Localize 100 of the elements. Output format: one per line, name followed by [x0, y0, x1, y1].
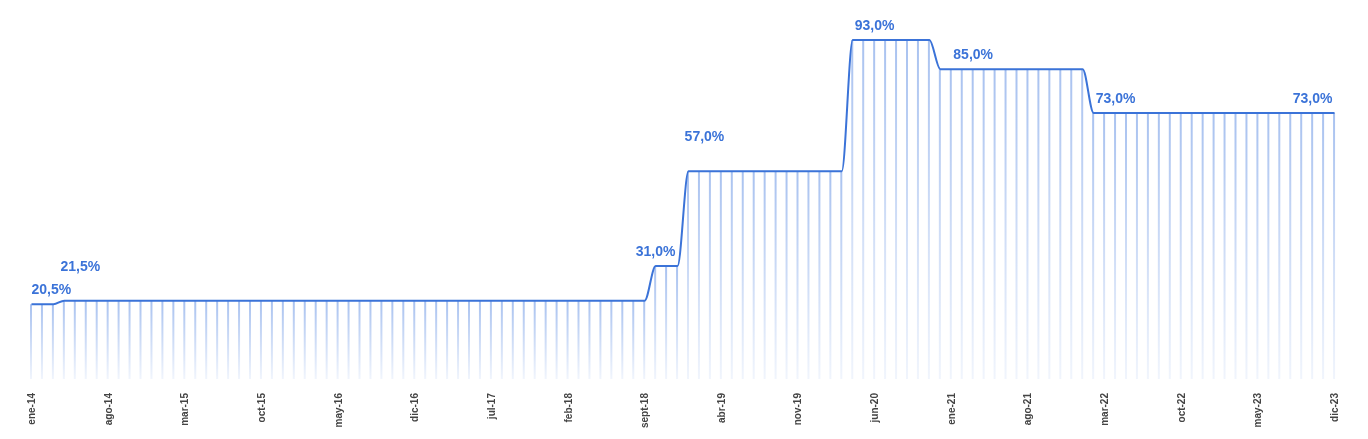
- bar: [117, 300, 120, 379]
- bar: [1300, 112, 1303, 379]
- x-tick-label: ene-21: [945, 392, 957, 425]
- bar: [708, 171, 711, 379]
- bar: [478, 300, 481, 379]
- bar: [1333, 112, 1336, 379]
- bar: [654, 266, 657, 379]
- bar: [1278, 112, 1281, 379]
- bar: [281, 300, 284, 379]
- bar: [1201, 112, 1204, 379]
- bar: [873, 40, 876, 379]
- bar: [128, 300, 131, 379]
- bar: [895, 40, 898, 379]
- bar: [95, 300, 98, 379]
- bar: [238, 300, 241, 379]
- bar: [1223, 112, 1226, 379]
- bar: [610, 300, 613, 379]
- bar: [292, 300, 295, 379]
- bar: [632, 300, 635, 379]
- bar: [906, 40, 908, 379]
- x-tick-label: mar-15: [179, 392, 191, 426]
- bar: [457, 300, 460, 379]
- bar: [1070, 69, 1073, 379]
- x-tick-label: nov-19: [792, 392, 804, 426]
- x-tick-label: mar-22: [1099, 392, 1111, 426]
- bar: [982, 69, 985, 379]
- data-label: 57,0%: [684, 128, 725, 145]
- x-tick-label: ago-21: [1022, 392, 1034, 426]
- x-tick-label: ene-14: [25, 392, 37, 425]
- bar: [139, 300, 142, 379]
- bar: [577, 300, 580, 379]
- bar: [665, 266, 668, 379]
- bar: [621, 300, 624, 379]
- bar: [884, 40, 887, 379]
- bar: [380, 300, 383, 379]
- bar: [916, 40, 919, 379]
- bar: [730, 171, 733, 379]
- bar: [40, 304, 43, 379]
- bar: [216, 300, 219, 379]
- bar: [1179, 112, 1182, 379]
- bar: [1103, 112, 1106, 379]
- bar: [1026, 69, 1029, 379]
- bar: [1234, 112, 1237, 379]
- bar: [993, 69, 996, 379]
- x-tick-label: jun-20: [869, 392, 881, 424]
- bar: [413, 300, 416, 379]
- bar: [1289, 112, 1292, 379]
- bar: [435, 300, 438, 379]
- x-tick-label: sept-18: [639, 392, 651, 429]
- bar: [249, 300, 251, 379]
- data-label: 73,0%: [1095, 89, 1136, 106]
- data-label: 73,0%: [1292, 89, 1334, 106]
- bar: [763, 171, 766, 379]
- bar: [1125, 112, 1127, 379]
- bar: [807, 171, 810, 379]
- bar: [971, 69, 974, 379]
- bar: [818, 171, 821, 379]
- bar: [938, 69, 941, 379]
- bar: [1081, 69, 1084, 379]
- bar: [1048, 69, 1051, 379]
- bar: [84, 300, 87, 379]
- bar: [161, 300, 164, 379]
- x-tick-label: jul-17: [485, 392, 497, 421]
- bar: [468, 300, 470, 379]
- data-label: 93,0%: [854, 17, 896, 33]
- bar: [270, 300, 273, 379]
- x-tick-label: oct-22: [1175, 392, 1187, 423]
- bar: [183, 300, 186, 379]
- bar: [796, 171, 799, 379]
- bar: [719, 171, 722, 379]
- bar: [446, 300, 449, 379]
- bar: [851, 40, 854, 379]
- bar: [402, 300, 405, 379]
- x-tick-label: feb-18: [562, 392, 574, 423]
- data-label: 21,5%: [60, 257, 101, 274]
- bar: [194, 300, 197, 379]
- bar: [358, 300, 361, 379]
- bar: [588, 300, 591, 379]
- bar: [259, 300, 262, 379]
- bar: [840, 171, 843, 379]
- bar: [325, 300, 328, 379]
- bar: [785, 171, 788, 379]
- bar: [599, 300, 602, 379]
- bar: [150, 300, 153, 379]
- bar: [205, 300, 208, 379]
- bar: [1114, 112, 1117, 379]
- bar: [227, 300, 230, 379]
- bar: [862, 40, 865, 379]
- bar: [676, 266, 679, 379]
- bar: [500, 300, 503, 379]
- data-label: 20,5%: [31, 281, 72, 298]
- x-tick-label: abr-19: [715, 392, 727, 424]
- bar: [314, 300, 317, 379]
- bar: [1135, 112, 1138, 379]
- bar: [1168, 112, 1171, 379]
- bar: [1004, 69, 1007, 379]
- bar: [774, 171, 777, 379]
- bar: [752, 171, 755, 379]
- bar: [303, 300, 306, 379]
- bar: [643, 300, 646, 379]
